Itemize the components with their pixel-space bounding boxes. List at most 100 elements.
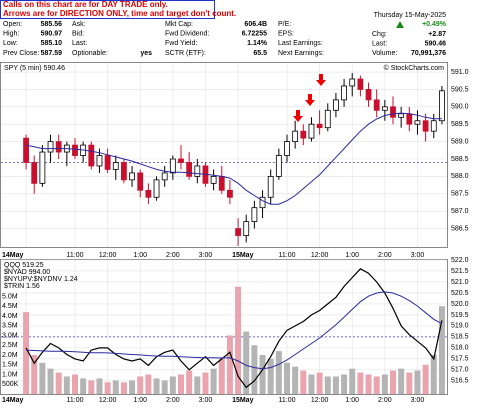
y-tick-label: 518.5 [451,334,469,341]
volume-bar [235,286,242,394]
y2-tick-label: 3.0M [2,332,18,339]
candle-body [251,207,258,223]
candle-body [357,78,364,90]
direction-arrow [293,110,303,122]
x-tick-label: 14May [2,397,24,404]
volume-bar [112,380,119,394]
quote-label: Prev Close: [3,50,39,57]
volume-bar [284,362,290,394]
y-tick-label: 521.5 [451,268,469,275]
volume-bar [430,354,437,394]
y-tick-label: 522.0 [451,257,469,264]
volume-bar [161,380,168,394]
y-tick-label: 517.0 [451,367,469,374]
y2-tick-label: 500K [2,381,19,388]
candle-body [430,120,437,132]
y2-tick-label: 4.0M [2,313,18,320]
volume-bar [349,368,356,394]
y-tick-label: 587.0 [451,208,469,215]
quote-label: Ask: [72,21,86,28]
y-tick-label: 591.0 [451,69,469,76]
x-tick-label: 15May [232,397,254,404]
volume-bar [308,374,315,394]
candle-body [316,123,323,129]
volume-bar [365,374,372,394]
summary-value: 590.46 [425,41,447,48]
direction-arrow [316,74,326,86]
candle-body [324,109,331,129]
volume-bar [357,372,364,394]
volume-bar [243,331,250,394]
volume-bar [55,372,62,394]
quote-value: 6.72255 [242,31,267,38]
x-tick-label: 2:00 [378,397,392,404]
candle-body [275,155,282,177]
volume-bar [96,378,103,394]
volume-bar [275,351,282,394]
candle-body [390,106,396,118]
candle-body [23,137,29,163]
y-tick-label: 588.5 [451,156,469,163]
up-arrow-icon [396,21,404,28]
y-tick-label: 519.5 [451,312,469,319]
volume-bar [226,335,233,394]
volume-bar [218,358,225,394]
volume-bar [398,368,405,394]
direction-arrow [305,94,315,106]
candle-body [31,162,38,184]
candle-body [333,99,339,111]
candle-body [414,120,421,125]
volume-bar [202,372,209,394]
candle-body [243,221,250,236]
main-panel [0,62,448,248]
y-tick-label: 519.0 [451,323,469,330]
y2-tick-label: 1.5M [2,362,18,369]
candle-body [259,196,266,209]
x-tick-label: 3:00 [199,252,213,259]
volume-bar [186,370,193,394]
x-tick-label: 3:00 [411,397,425,404]
volume-bar [414,370,421,394]
volume-bar [251,345,258,394]
candle-body [308,123,315,139]
quote-label: High: [3,31,19,38]
volume-bar [104,382,111,394]
candle-body [349,78,356,87]
x-tick-label: 1:00 [345,397,359,404]
y2-tick-label: 5.0M [2,293,18,300]
volume-bar [39,362,46,394]
volume-bar [292,366,299,394]
line [25,112,442,205]
candle-body [406,113,413,125]
volume-bar [88,380,95,394]
volume-bar [210,368,217,394]
candle-body [292,130,299,143]
volume-bar [316,372,323,394]
y-tick-label: 516.5 [451,378,469,385]
quote-label: Last: [72,40,87,47]
quote-label: P/E: [278,21,291,28]
y-tick-label: 590.0 [451,104,469,111]
x-tick-label: 12:00 [99,397,117,404]
candle-body [422,120,429,132]
x-tick-label: 3:00 [411,252,425,259]
candle-body [55,141,62,153]
x-tick-label: 12:00 [311,252,329,259]
volume-bar [373,376,380,394]
y2-tick-label: 1.0M [2,371,18,378]
quote-value: 585.10 [41,40,63,47]
quote-label: SCTR (ETF): [165,50,206,57]
volume-bar [324,376,331,394]
quote-label: Next Earnings: [278,50,324,57]
volume-bar [47,368,54,394]
volume-bar [23,312,30,394]
candle-body [284,141,290,156]
candle-body [186,162,193,177]
credit: © StockCharts.com [384,64,445,72]
candle-body [112,162,119,170]
volume-bar [145,374,152,394]
volume-bar [153,378,160,394]
volume-bar [422,364,429,394]
x-tick-label: 2:00 [378,252,392,259]
quote-label: EPS: [278,31,294,38]
